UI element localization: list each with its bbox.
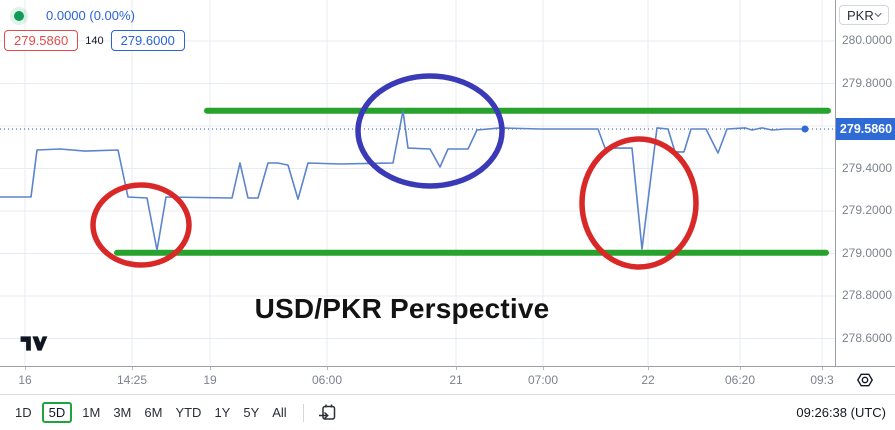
red-circle-annotation[interactable] [90, 182, 192, 268]
time-axis-tick [210, 366, 211, 370]
time-axis-label: 14:25 [116, 373, 148, 387]
price-axis-label: 279.8000 [842, 75, 893, 90]
go-to-date-button[interactable] [317, 402, 338, 423]
time-axis-label: 19 [203, 373, 217, 387]
gear-icon[interactable] [855, 370, 875, 390]
last-price-badge: 279.5860 [836, 117, 895, 140]
currency-selector-button[interactable]: PKR [839, 5, 889, 25]
range-button-1y[interactable]: 1Y [214, 405, 231, 420]
ask-button[interactable]: 279.6000 [110, 30, 185, 51]
time-axis-tick [456, 366, 457, 370]
range-button-3m[interactable]: 3M [113, 405, 132, 420]
spread-value: 140 [85, 34, 104, 47]
time-axis-label: 06:00 [311, 373, 343, 387]
range-button-1m[interactable]: 1M [82, 405, 101, 420]
price-axis-label: 278.6000 [842, 330, 893, 345]
chart-canvas [0, 0, 835, 366]
price-change-text: 0.0000 (0.00%) [46, 8, 135, 23]
time-axis-tick [327, 366, 328, 370]
price-axis-label: 279.2000 [842, 203, 893, 217]
range-button-1d[interactable]: 1D [15, 405, 32, 420]
time-axis-label: 22 [641, 373, 655, 387]
time-axis-label: 21 [449, 373, 463, 387]
toolbar-divider [302, 403, 304, 422]
time-axis-tick [740, 366, 741, 370]
price-axis-label: 280.0000 [842, 33, 893, 47]
red-circle-annotation[interactable] [579, 136, 699, 270]
time-axis-label: 06:20 [724, 373, 756, 387]
bid-button[interactable]: 279.5860 [4, 30, 79, 51]
time-axis[interactable]: 16 14:25 19 06:00 21 07:00 22 06:20 09:3 [0, 366, 835, 394]
time-axis-tick [132, 366, 133, 370]
chart-title-annotation[interactable]: USD/PKR Perspective [254, 293, 550, 324]
calendar-arrow-icon [318, 404, 335, 420]
last-point-marker [801, 125, 809, 133]
time-axis-tick [822, 366, 823, 370]
price-axis-label: 279.0000 [842, 245, 893, 260]
bottom-toolbar: 1D 5D 1M 3M 6M YTD 1Y 5Y All 09:26:38 (UTC) [0, 395, 895, 430]
time-axis-tick [25, 366, 26, 370]
price-axis-label: 278.8000 [842, 288, 893, 302]
date-range-switcher: 1D 5D 1M 3M 6M YTD 1Y 5Y All [12, 395, 338, 430]
range-button-ytd[interactable]: YTD [175, 405, 202, 420]
currency-label: PKR [847, 7, 874, 23]
time-axis-label: 09:3 [810, 373, 834, 387]
axis-settings-corner[interactable] [835, 366, 895, 394]
chart-plot-area[interactable]: 0.0000 (0.00%) 279.5860 140 279.6000 USD… [0, 0, 835, 366]
range-button-6m[interactable]: 6M [144, 405, 163, 420]
price-series-line [0, 110, 805, 251]
price-axis[interactable]: PKR 280.0000 279.8000 279.4000 279.2000 279.… [835, 0, 895, 394]
range-button-5y[interactable]: 5Y [243, 405, 260, 420]
timezone-clock[interactable]: 09:26:38 (UTC) [796, 405, 886, 420]
tradingview-logo[interactable] [19, 334, 49, 353]
price-axis-label: 279.4000 [842, 160, 893, 175]
time-axis-label: 07:00 [527, 373, 559, 387]
symbol-status-row: 0.0000 (0.00%) [14, 8, 135, 23]
range-button-5d[interactable]: 5D [41, 402, 73, 423]
time-axis-tick [648, 366, 649, 370]
time-axis-tick [543, 366, 544, 370]
toolbar-separator [0, 394, 895, 395]
market-status-dot [14, 10, 24, 21]
chevron-down-icon [874, 12, 882, 18]
time-axis-label: 16 [18, 373, 32, 387]
bid-ask-row: 279.5860 140 279.6000 [4, 30, 185, 51]
blue-circle-annotation[interactable] [355, 73, 505, 189]
range-button-all[interactable]: All [272, 405, 287, 420]
time-axis-separator [0, 366, 895, 367]
